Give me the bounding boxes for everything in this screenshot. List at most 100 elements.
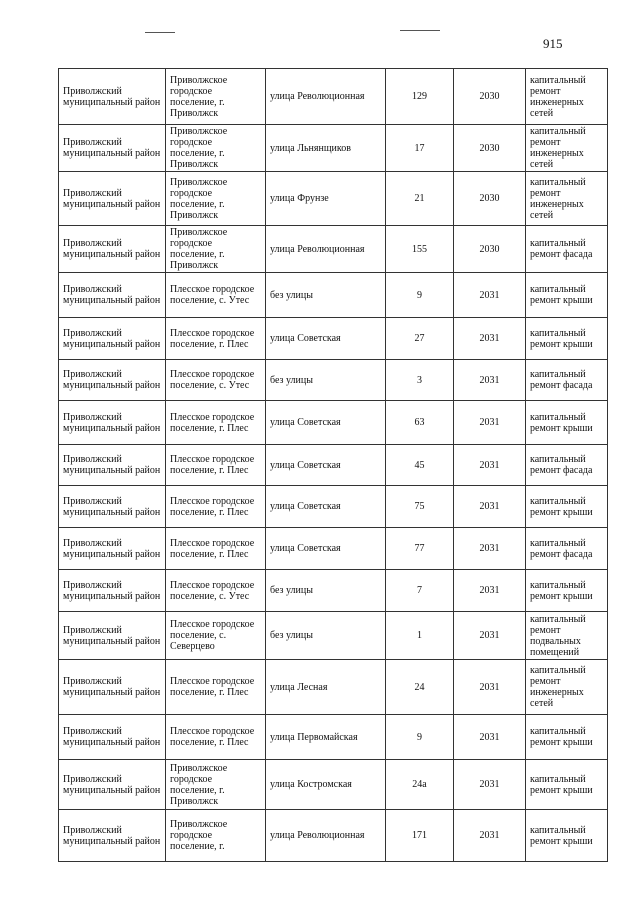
cell-settlement: Плесское городское поселение, с. Утес	[165, 272, 266, 318]
cell-street: улица Советская	[265, 317, 386, 360]
cell-district: Приволжский муниципальный район	[58, 317, 166, 360]
cell-work-type: капитальный ремонт крыши	[525, 569, 608, 612]
cell-settlement: Приволжское городское поселение, г. Прив…	[165, 759, 266, 810]
cell-house-number: 21	[385, 171, 454, 226]
cell-year: 2030	[453, 171, 526, 226]
table-row: Приволжский муниципальный район Плесское …	[58, 272, 608, 318]
table-row: Приволжский муниципальный район Приволжск…	[58, 68, 608, 125]
cell-year: 2031	[453, 444, 526, 486]
cell-house-number: 45	[385, 444, 454, 486]
cell-work-type: капитальный ремонт крыши	[525, 317, 608, 360]
cell-street: без улицы	[265, 272, 386, 318]
cell-street: улица Костромская	[265, 759, 386, 810]
table-row: Приволжский муниципальный район Плесское …	[58, 485, 608, 528]
cell-street: улица Советская	[265, 400, 386, 445]
cell-house-number: 63	[385, 400, 454, 445]
table-row: Приволжский муниципальный район Плесское …	[58, 359, 608, 401]
cell-street: улица Революционная	[265, 225, 386, 273]
cell-district: Приволжский муниципальный район	[58, 714, 166, 760]
cell-house-number: 3	[385, 359, 454, 401]
cell-year: 2031	[453, 272, 526, 318]
table-row: Приволжский муниципальный район Приволжск…	[58, 124, 608, 172]
cell-work-type: капитальный ремонт инженерных сетей	[525, 659, 608, 715]
cell-year: 2030	[453, 68, 526, 125]
table-row: Приволжский муниципальный район Плесское …	[58, 400, 608, 445]
cell-year: 2031	[453, 569, 526, 612]
table-row: Приволжский муниципальный район Плесское …	[58, 317, 608, 360]
cell-settlement: Приволжское городское поселение, г. Прив…	[165, 124, 266, 172]
cell-street: улица Советская	[265, 444, 386, 486]
cell-district: Приволжский муниципальный район	[58, 611, 166, 660]
cell-district: Приволжский муниципальный район	[58, 359, 166, 401]
cell-work-type: капитальный ремонт фасада	[525, 225, 608, 273]
cell-settlement: Плесское городское поселение, г. Плес	[165, 317, 266, 360]
table-row: Приволжский муниципальный район Приволжск…	[58, 225, 608, 273]
cell-work-type: капитальный ремонт крыши	[525, 759, 608, 810]
cell-work-type: капитальный ремонт инженерных сетей	[525, 68, 608, 125]
cell-district: Приволжский муниципальный район	[58, 659, 166, 715]
cell-house-number: 171	[385, 809, 454, 862]
cell-settlement: Плесское городское поселение, г. Плес	[165, 527, 266, 570]
cell-house-number: 77	[385, 527, 454, 570]
cell-house-number: 75	[385, 485, 454, 528]
cell-street: без улицы	[265, 359, 386, 401]
table-row: Приволжский муниципальный район Приволжск…	[58, 809, 608, 862]
cell-year: 2031	[453, 759, 526, 810]
cell-district: Приволжский муниципальный район	[58, 171, 166, 226]
cell-district: Приволжский муниципальный район	[58, 225, 166, 273]
cell-settlement: Плесское городское поселение, г. Плес	[165, 485, 266, 528]
cell-year: 2031	[453, 359, 526, 401]
scan-mark	[145, 32, 175, 33]
cell-house-number: 24а	[385, 759, 454, 810]
cell-street: без улицы	[265, 569, 386, 612]
cell-settlement: Плесское городское поселение, с. Утес	[165, 569, 266, 612]
cell-settlement: Плесское городское поселение, г. Плес	[165, 400, 266, 445]
cell-district: Приволжский муниципальный район	[58, 485, 166, 528]
cell-house-number: 27	[385, 317, 454, 360]
cell-settlement: Приволжское городское поселение, г. Прив…	[165, 171, 266, 226]
table-row: Приволжский муниципальный район Приволжск…	[58, 759, 608, 810]
cell-street: улица Фрунзе	[265, 171, 386, 226]
table-row: Приволжский муниципальный район Плесское …	[58, 611, 608, 660]
cell-work-type: капитальный ремонт фасада	[525, 444, 608, 486]
cell-settlement: Плесское городское поселение, г. Плес	[165, 444, 266, 486]
cell-street: улица Советская	[265, 485, 386, 528]
cell-work-type: капитальный ремонт крыши	[525, 714, 608, 760]
cell-work-type: капитальный ремонт крыши	[525, 809, 608, 862]
cell-district: Приволжский муниципальный район	[58, 527, 166, 570]
page-number: 915	[543, 36, 563, 51]
cell-settlement: Плесское городское поселение, с. Северце…	[165, 611, 266, 660]
data-table: Приволжский муниципальный район Приволжск…	[58, 68, 608, 862]
scan-mark	[400, 30, 440, 31]
cell-house-number: 24	[385, 659, 454, 715]
cell-street: улица Первомайская	[265, 714, 386, 760]
cell-work-type: капитальный ремонт крыши	[525, 400, 608, 445]
cell-year: 2031	[453, 809, 526, 862]
cell-settlement: Плесское городское поселение, г. Плес	[165, 714, 266, 760]
cell-district: Приволжский муниципальный район	[58, 809, 166, 862]
cell-year: 2031	[453, 400, 526, 445]
cell-settlement: Приволжское городское поселение, г. Прив…	[165, 68, 266, 125]
table-row: Приволжский муниципальный район Плесское …	[58, 714, 608, 760]
cell-settlement: Приволжское городское поселение, г. Прив…	[165, 225, 266, 273]
cell-year: 2030	[453, 124, 526, 172]
cell-settlement: Плесское городское поселение, с. Утес	[165, 359, 266, 401]
cell-work-type: капитальный ремонт крыши	[525, 485, 608, 528]
cell-street: улица Лесная	[265, 659, 386, 715]
cell-house-number: 9	[385, 714, 454, 760]
table-row: Приволжский муниципальный район Плесское …	[58, 659, 608, 715]
table-row: Приволжский муниципальный район Плесское …	[58, 527, 608, 570]
cell-work-type: капитальный ремонт фасада	[525, 359, 608, 401]
cell-settlement: Плесское городское поселение, г. Плес	[165, 659, 266, 715]
cell-year: 2031	[453, 659, 526, 715]
cell-street: без улицы	[265, 611, 386, 660]
cell-street: улица Революционная	[265, 809, 386, 862]
cell-settlement: Приволжское городское поселение, г.	[165, 809, 266, 862]
cell-street: улица Льнянщиков	[265, 124, 386, 172]
cell-year: 2031	[453, 527, 526, 570]
cell-work-type: капитальный ремонт фасада	[525, 527, 608, 570]
cell-work-type: капитальный ремонт инженерных сетей	[525, 171, 608, 226]
cell-year: 2031	[453, 714, 526, 760]
table-row: Приволжский муниципальный район Плесское …	[58, 569, 608, 612]
